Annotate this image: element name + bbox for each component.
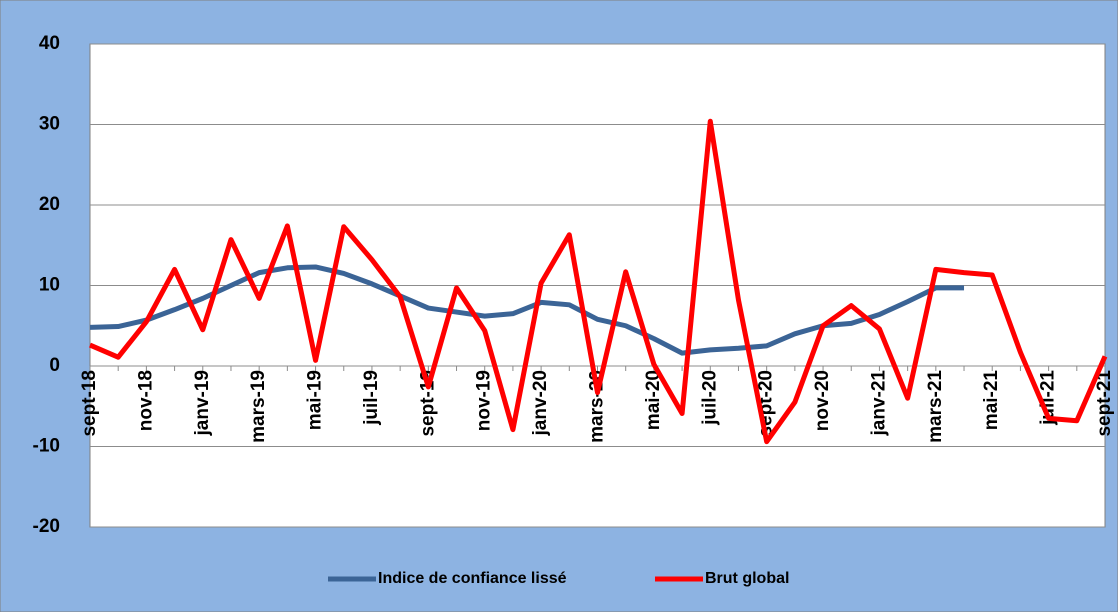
x-tick-label: juil-20 <box>699 370 720 426</box>
x-tick-label: mars-19 <box>248 370 269 443</box>
x-tick-label: sept-18 <box>79 370 100 437</box>
y-tick-label: 40 <box>39 33 60 54</box>
x-tick-label: nov-18 <box>135 370 156 431</box>
x-tick-label: janv-21 <box>868 370 889 437</box>
y-tick-label: 30 <box>39 114 60 135</box>
x-tick-label: mai-21 <box>981 370 1002 431</box>
x-tick-label: juil-21 <box>1038 370 1059 426</box>
x-tick-label: sept-19 <box>417 370 438 437</box>
x-tick-label: mai-19 <box>305 370 326 430</box>
y-tick-label: 10 <box>39 275 60 296</box>
y-tick-label: -10 <box>33 436 60 457</box>
y-tick-label: 20 <box>39 194 60 215</box>
y-tick-label: 0 <box>49 355 60 376</box>
x-tick-label: mai-20 <box>643 370 664 430</box>
x-tick-label: mars-21 <box>925 370 946 443</box>
x-tick-label: janv-19 <box>192 370 213 436</box>
x-tick-label: juil-19 <box>361 370 382 426</box>
legend-label: Brut global <box>705 570 789 587</box>
series-line <box>89 118 1108 445</box>
x-tick-label: nov-19 <box>474 370 495 431</box>
x-tick-label: sept-21 <box>1094 370 1115 437</box>
legend-label: Indice de confiance lissé <box>378 570 567 587</box>
series-line <box>89 264 965 356</box>
x-tick-label: nov-20 <box>812 370 833 431</box>
x-tick-label: janv-20 <box>530 370 551 436</box>
x-tick-label: mars-20 <box>587 370 608 443</box>
y-tick-label: -20 <box>33 516 60 537</box>
